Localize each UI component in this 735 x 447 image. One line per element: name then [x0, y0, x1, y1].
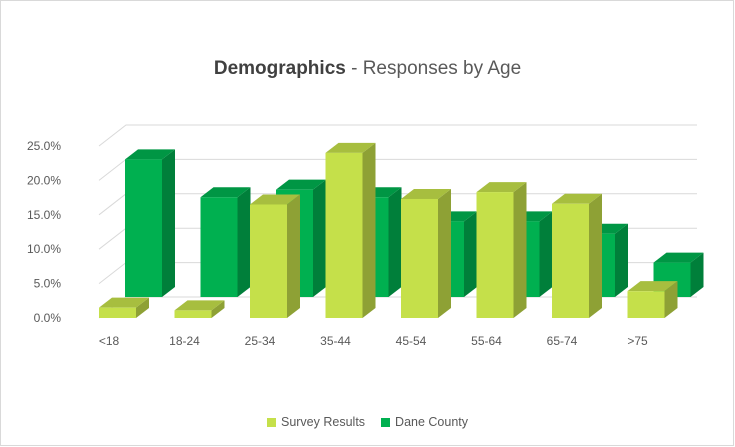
x-tick-label: 55-64	[471, 334, 502, 348]
x-tick-label: 45-54	[396, 334, 427, 348]
bar-dane-county	[200, 187, 251, 297]
legend-swatch-dane-county	[381, 417, 391, 427]
x-axis-ticks: <18 18-24 25-34 35-44 45-54 55-64 65-74 >75	[99, 334, 648, 348]
y-tick-label: 20.0%	[27, 173, 61, 187]
x-tick-label: 65-74	[547, 334, 578, 348]
bar-dane-county	[125, 149, 175, 297]
bar-survey-results	[325, 142, 376, 318]
gridline	[98, 124, 697, 147]
gridline	[98, 158, 697, 181]
y-tick-label: 0.0%	[34, 311, 62, 325]
bar-survey-results	[476, 182, 527, 318]
x-tick-label: >75	[627, 334, 648, 348]
bar-survey-results	[250, 194, 300, 318]
chart-title: Demographics - Responses by Age	[0, 58, 735, 80]
bar-survey-results	[627, 281, 678, 318]
legend-label-dane-county: Dane County	[395, 415, 469, 429]
legend-label-survey-results: Survey Results	[280, 415, 366, 429]
x-tick-label: 35-44	[320, 334, 351, 348]
y-tick-label: 15.0%	[27, 208, 61, 222]
chart-title-bold: Demographics	[213, 58, 346, 79]
legend-item-survey-results: Survey Results	[266, 415, 366, 429]
y-axis-ticks: 0.0% 5.0% 10.0% 15.0% 20.0% 25.0%	[27, 139, 61, 325]
legend: Survey Results Dane County	[0, 415, 735, 429]
chart-title-rest: - Responses by Age	[345, 58, 522, 79]
y-tick-label: 10.0%	[27, 242, 61, 256]
legend-item-dane-county: Dane County	[381, 415, 468, 429]
x-tick-label: <18	[99, 334, 120, 348]
x-tick-label: 25-34	[245, 334, 276, 348]
y-tick-label: 25.0%	[27, 139, 61, 153]
x-tick-label: 18-24	[169, 334, 200, 348]
bar-survey-results	[552, 193, 602, 318]
bar-survey-results	[99, 297, 149, 318]
bar-survey-results	[401, 188, 451, 318]
y-tick-label: 5.0%	[34, 277, 62, 291]
legend-swatch-survey-results	[266, 417, 276, 427]
survey-results-bars	[99, 142, 678, 318]
bar-survey-results	[174, 300, 225, 318]
